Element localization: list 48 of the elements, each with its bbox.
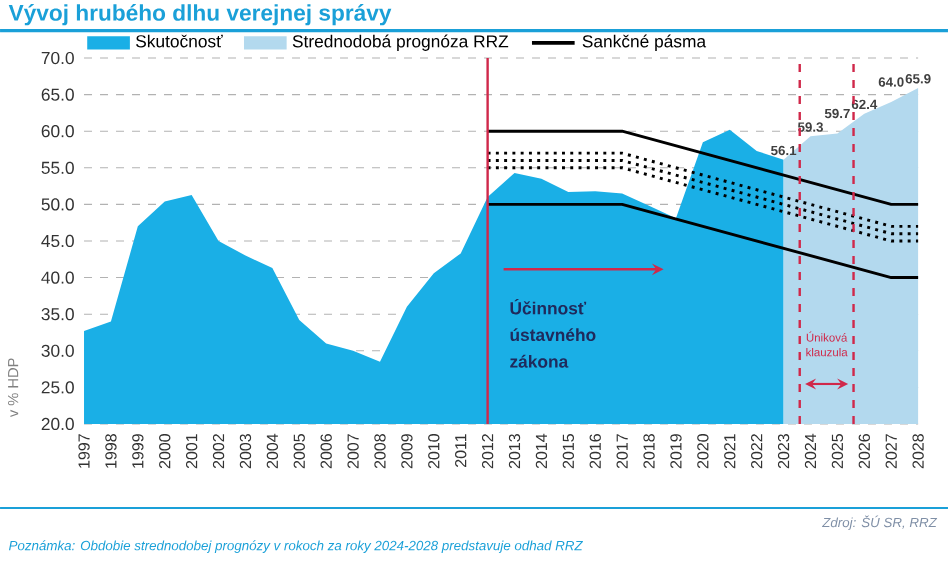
legend-label: Sankčné pásma — [582, 34, 707, 51]
legend-label: Skutočnosť — [136, 34, 223, 48]
x-tick-label: 2023 — [777, 434, 790, 469]
x-tick-label: 2014 — [535, 433, 548, 469]
x-tick-label: 2008 — [374, 434, 386, 469]
annotation: Účinnosť ústavného zákona — [510, 298, 596, 368]
x-tick-label: 2013 — [508, 434, 521, 469]
x-tick-label: 2028 — [912, 434, 924, 469]
x-tick-label: 2016 — [589, 434, 601, 469]
x-tick-label: 2025 — [831, 434, 844, 469]
x-tick-label: 2022 — [751, 434, 763, 469]
y-tick-label: 25.0 — [41, 381, 74, 394]
legend-label: Strednodobá prognóza RRZ — [292, 34, 509, 51]
x-tick-label: 2007 — [347, 434, 359, 469]
y-tick-label: 45.0 — [41, 234, 74, 248]
y-tick-label: 50.0 — [41, 198, 74, 211]
x-tick-label: 1997 — [78, 434, 90, 468]
chart-title: Vývoj hrubého dlhu verejnej správy — [8, 3, 392, 26]
x-tick-label: 2027 — [885, 434, 897, 469]
x-tick-label: 2015 — [562, 434, 575, 469]
x-tick-label: 2010 — [428, 434, 440, 469]
x-tick-label: 2018 — [643, 434, 655, 469]
y-tick-label: 55.0 — [41, 161, 74, 174]
x-tick-label: 1999 — [132, 434, 144, 468]
x-tick-label: 2005 — [293, 434, 305, 469]
x-tick-label: 2009 — [401, 434, 413, 469]
x-tick-label: 2000 — [159, 434, 171, 469]
x-tick-label: 2011 — [455, 434, 467, 468]
y-tick-label: 40.0 — [41, 271, 74, 284]
x-tick-label: 2006 — [320, 434, 332, 469]
x-tick-label: 2024 — [804, 433, 817, 469]
x-tick-label: 2001 — [185, 434, 198, 469]
x-tick-label: 2012 — [481, 434, 494, 469]
x-tick-label: 2019 — [670, 434, 682, 469]
x-tick-label: 2002 — [212, 434, 225, 469]
x-tick-label: 2003 — [239, 434, 252, 469]
x-tick-label: 1998 — [105, 434, 117, 468]
x-tick-label: 2004 — [266, 433, 279, 469]
y-tick-label: 20.0 — [41, 417, 74, 431]
y-tick-label: 60.0 — [41, 125, 74, 138]
y-tick-label: 65.0 — [41, 88, 74, 101]
y-tick-label: 35.0 — [41, 308, 74, 321]
y-tick-label: 30.0 — [41, 344, 74, 357]
x-tick-label: 2026 — [858, 434, 870, 469]
x-tick-label: 2021 — [724, 434, 736, 469]
x-tick-label: 2020 — [697, 434, 709, 469]
x-tick-label: 2017 — [616, 434, 628, 469]
y-tick-label: 70.0 — [41, 51, 74, 65]
